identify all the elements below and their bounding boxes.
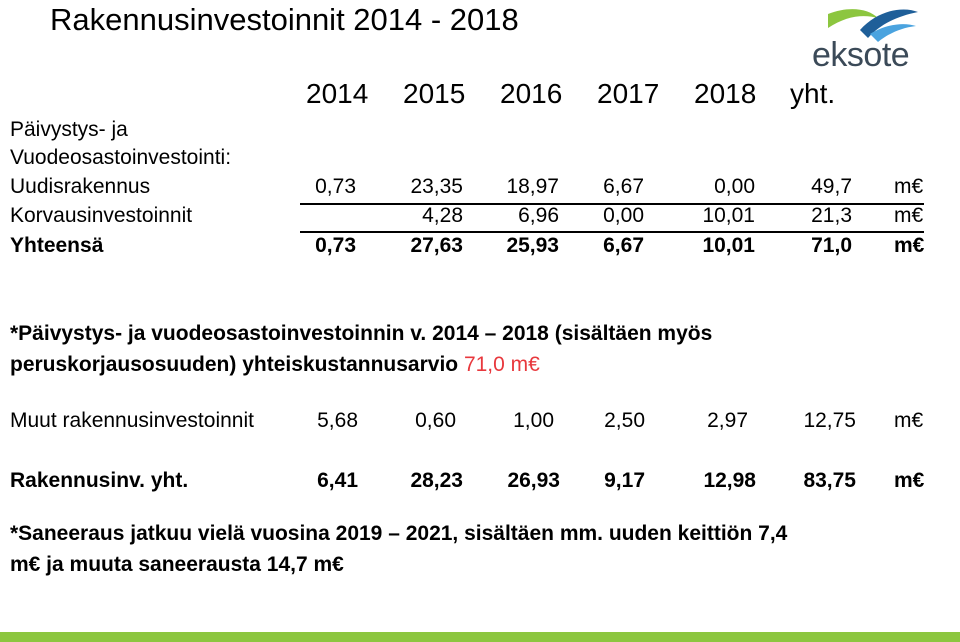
note1-line2-text: peruskorjausosuuden) yhteiskustannusarvi… bbox=[10, 353, 464, 376]
year-2017-header: 2017 bbox=[597, 78, 660, 109]
row-divider bbox=[300, 203, 924, 205]
row-value: 0,00 bbox=[714, 175, 755, 198]
row-divider bbox=[300, 231, 924, 233]
row-value: 2,97 bbox=[707, 409, 748, 432]
page-title: Rakennusinvestoinnit 2014 - 2018 bbox=[50, 2, 519, 37]
row-value: 18,97 bbox=[506, 175, 559, 198]
row-value: 2,50 bbox=[604, 409, 645, 432]
section-label-1: Päivystys- ja bbox=[10, 118, 128, 141]
row-unit: m€ bbox=[894, 469, 925, 492]
year-2014-header: 2014 bbox=[306, 78, 369, 109]
row-value: 49,7 bbox=[811, 175, 852, 198]
year-2016-header: 2016 bbox=[500, 78, 563, 109]
row-value: 26,93 bbox=[507, 469, 560, 492]
row-value: 12,98 bbox=[703, 469, 756, 492]
row-value: 5,68 bbox=[317, 409, 358, 432]
row-value: 21,3 bbox=[811, 204, 852, 227]
logo-text: eksote bbox=[812, 36, 910, 74]
row-unit: m€ bbox=[894, 234, 925, 257]
row-value: 0,73 bbox=[315, 175, 356, 198]
year-total-header: yht. bbox=[790, 78, 836, 109]
row-value: 6,41 bbox=[317, 469, 358, 492]
row-label-total: Rakennusinv. yht. bbox=[10, 469, 189, 492]
row-value: 10,01 bbox=[702, 204, 755, 227]
row-value: 6,67 bbox=[603, 175, 644, 198]
row-label-uudisrakennus: Uudisrakennus bbox=[10, 175, 151, 198]
note2-line2: m€ ja muuta saneerausta 14,7 m€ bbox=[10, 553, 344, 576]
row-value: 0,00 bbox=[603, 204, 644, 227]
row-value: 28,23 bbox=[410, 469, 463, 492]
row-value: 23,35 bbox=[410, 175, 463, 198]
section-label-2: Vuodeosastoinvestointi: bbox=[10, 146, 232, 169]
row-value: 4,28 bbox=[422, 204, 463, 227]
row-value: 0,60 bbox=[415, 409, 456, 432]
year-2018-header: 2018 bbox=[694, 78, 757, 109]
row-unit: m€ bbox=[894, 204, 924, 227]
row-value: 71,0 bbox=[811, 234, 852, 257]
row-value: 25,93 bbox=[506, 234, 559, 257]
row-value: 27,63 bbox=[410, 234, 463, 257]
row-label-yhteensa: Yhteensä bbox=[10, 234, 104, 257]
row-value: 0,73 bbox=[315, 234, 356, 257]
row-unit: m€ bbox=[894, 175, 924, 198]
row-label-muut: Muut rakennusinvestoinnit bbox=[10, 409, 254, 432]
row-value: 1,00 bbox=[513, 409, 554, 432]
row-value: 10,01 bbox=[702, 234, 755, 257]
note1-line1: *Päivystys- ja vuodeosastoinvestoinnin v… bbox=[10, 322, 713, 345]
note2-line1: *Saneeraus jatkuu vielä vuosina 2019 – 2… bbox=[10, 522, 788, 545]
year-2015-header: 2015 bbox=[403, 78, 466, 109]
note1-line2: peruskorjausosuuden) yhteiskustannusarvi… bbox=[10, 353, 540, 377]
bottom-accent-bar bbox=[0, 632, 960, 642]
row-value: 6,96 bbox=[518, 204, 559, 227]
note1-highlight: 71,0 m€ bbox=[463, 353, 540, 376]
row-label-korvausinvestoinnit: Korvausinvestoinnit bbox=[10, 204, 193, 227]
row-unit: m€ bbox=[894, 409, 924, 432]
row-value: 12,75 bbox=[803, 409, 856, 432]
eksote-leaf-logo-icon bbox=[828, 9, 918, 42]
row-value: 9,17 bbox=[604, 469, 645, 492]
row-value: 83,75 bbox=[803, 469, 856, 492]
row-value: 6,67 bbox=[603, 234, 644, 257]
